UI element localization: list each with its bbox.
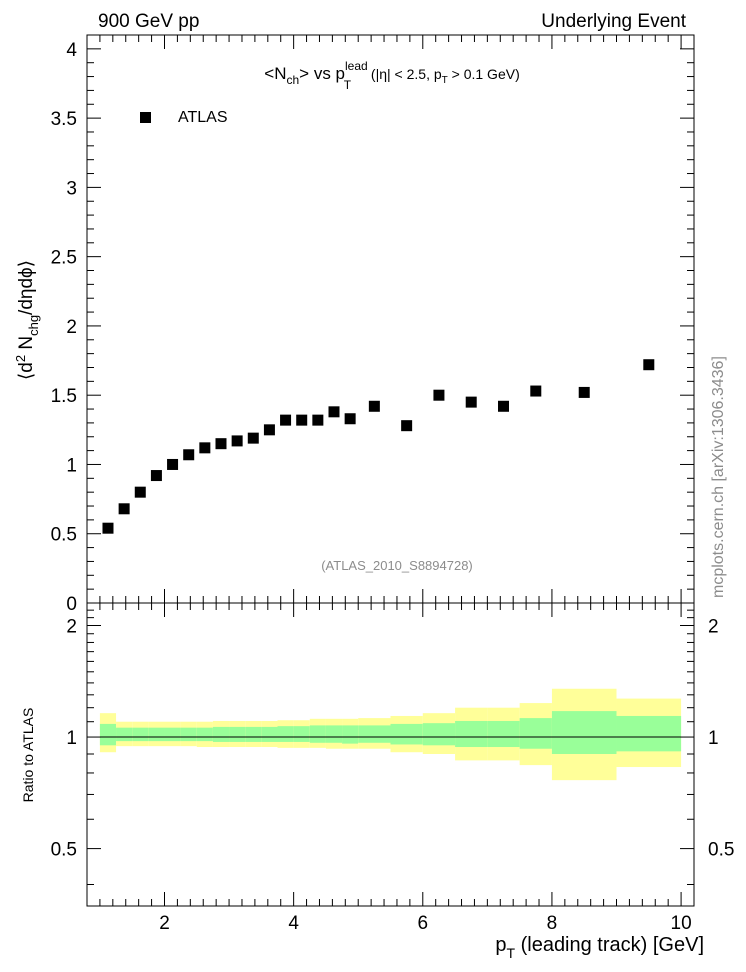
y-tick-label: 3.5: [51, 109, 77, 130]
y-tick-label: 0: [66, 594, 77, 615]
header-left: 900 GeV pp: [98, 11, 199, 32]
ratio-band-inner: [261, 726, 278, 742]
y-tick-label: 1.5: [51, 386, 77, 407]
data-point: [134, 486, 146, 498]
y-tick-label: 0.5: [51, 525, 77, 546]
data-point: [247, 432, 259, 444]
data-point: [530, 385, 542, 397]
data-point: [498, 400, 510, 412]
ratio-tick-label-left: 1: [66, 728, 77, 749]
data-point: [433, 389, 445, 401]
y-tick-label: 2: [66, 317, 77, 338]
ratio-band-inner: [487, 720, 520, 748]
ratio-band-inner: [455, 720, 488, 748]
data-points: [102, 359, 655, 534]
data-point: [344, 413, 356, 425]
data-point: [183, 449, 195, 461]
ratio-band-inner: [196, 727, 213, 742]
ratio-band-inner: [116, 727, 133, 742]
ratio-band-inner: [164, 727, 181, 742]
data-point: [280, 414, 292, 426]
ratio-band-inner: [342, 725, 359, 744]
data-point: [118, 503, 130, 515]
data-point: [263, 424, 275, 436]
header-right: Underlying Event: [541, 11, 686, 32]
watermark: mcplots.cern.ch [arXiv:1306.3436]: [710, 356, 727, 598]
ratio-tick-label-left: 0.5: [51, 840, 77, 861]
ratio-band-inner: [148, 727, 165, 742]
data-point: [167, 458, 179, 470]
ratio-tick-label-right: 2: [708, 616, 719, 637]
legend-marker: [140, 112, 151, 123]
ratio-band-inner: [245, 726, 262, 742]
x-tick-label: 6: [417, 913, 428, 934]
data-point: [215, 438, 227, 450]
data-point: [296, 414, 308, 426]
axis-ticks: [87, 34, 694, 906]
ratio-band-inner: [616, 715, 682, 752]
data-point: [102, 522, 114, 534]
ratio-tick-label-left: 2: [66, 616, 77, 637]
tick-labels: 2 4 6 8 10 0 0.5 1 1.5 2 2.5 3 3.5 4 0.5 0.5 1 1 2 2: [51, 40, 735, 934]
ratio-band-inner: [422, 723, 456, 746]
y-tick-label: 3: [66, 178, 77, 199]
ratio-y-axis-label: Ratio to ATLAS: [20, 708, 36, 803]
chart-title: <Nch> vs plead T (|η| < 2.5, pT > 0.1 GeV…: [264, 59, 519, 92]
y-tick-label: 4: [66, 40, 77, 61]
data-point: [150, 470, 162, 482]
data-point: [368, 400, 380, 412]
data-point: [328, 406, 340, 418]
x-tick-label: 8: [547, 913, 558, 934]
y-tick-label: 1: [66, 455, 77, 476]
data-point: [312, 414, 324, 426]
ratio-band-inner: [277, 726, 294, 742]
ratio-band-inner: [309, 725, 326, 743]
data-point: [578, 386, 590, 398]
x-axis-label: pT (leading track) [GeV]: [495, 934, 704, 961]
y-axis-label: ⟨d2 Nchg/dηdϕ⟩: [13, 260, 41, 380]
ratio-tick-label-right: 0.5: [708, 840, 734, 861]
reference-label: (ATLAS_2010_S8894728): [321, 558, 473, 573]
x-tick-label: 4: [288, 913, 299, 934]
ratio-bands: [99, 688, 682, 781]
y-tick-label: 2.5: [51, 248, 77, 269]
ratio-band-inner: [212, 726, 230, 742]
data-point: [401, 420, 413, 432]
legend-label: ATLAS: [178, 109, 228, 126]
x-tick-label: 10: [671, 913, 692, 934]
ratio-band-inner: [229, 726, 246, 742]
ratio-tick-label-right: 1: [708, 728, 719, 749]
ratio-band-inner: [132, 727, 149, 742]
data-point: [199, 442, 211, 454]
data-point: [643, 359, 655, 371]
ratio-band-inner: [390, 723, 423, 745]
ratio-band-inner: [358, 725, 391, 743]
ratio-band-inner: [551, 711, 617, 755]
ratio-band-inner: [99, 723, 117, 746]
ratio-band-inner: [293, 726, 310, 742]
ratio-band-inner: [180, 727, 197, 742]
x-tick-label: 2: [159, 913, 170, 934]
ratio-band-inner: [519, 718, 552, 749]
data-point: [231, 435, 243, 447]
ratio-band-inner: [325, 725, 343, 743]
data-point: [465, 396, 477, 408]
